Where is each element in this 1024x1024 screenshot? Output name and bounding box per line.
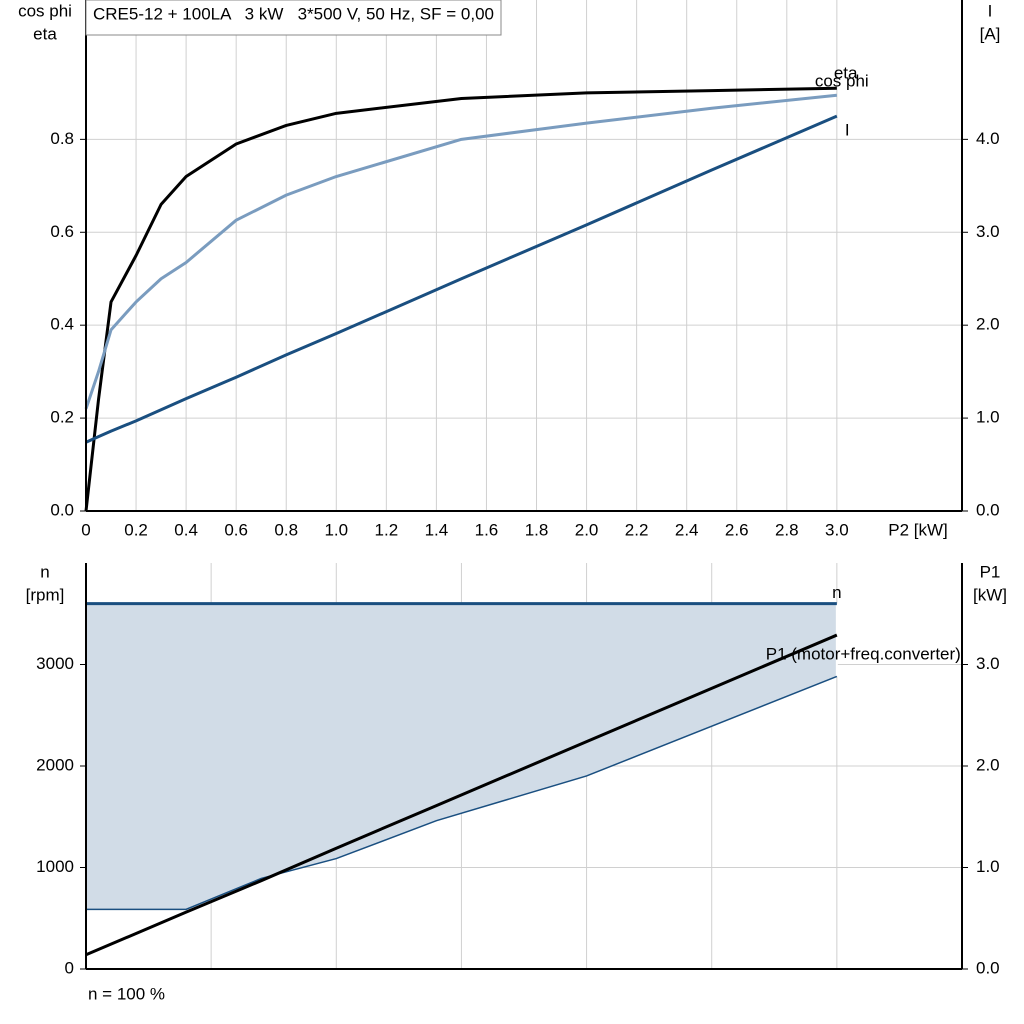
y-tick-label: 0.2 xyxy=(50,408,74,427)
x-tick-label: 0.8 xyxy=(274,520,298,539)
y-tick-label: 2000 xyxy=(36,755,74,774)
x-tick-label: 1.2 xyxy=(375,520,399,539)
x-tick-label: 1.0 xyxy=(324,520,348,539)
y-tick-label: 0.4 xyxy=(50,315,74,334)
y2-tick-label: 2.0 xyxy=(976,315,1000,334)
series-line xyxy=(85,633,838,957)
y-tick-label: 0.0 xyxy=(50,500,74,519)
series-label: P1 (motor+freq.converter) xyxy=(766,645,961,664)
y2-axis-label: P1 xyxy=(980,562,1001,581)
y2-axis-label: [kW] xyxy=(973,585,1007,604)
y-tick-label: 0.8 xyxy=(50,129,74,148)
y-tick-label: 0.6 xyxy=(50,222,74,241)
x-tick-label: 0.2 xyxy=(124,520,148,539)
y2-tick-label: 1.0 xyxy=(976,408,1000,427)
y2-tick-label: 3.0 xyxy=(976,222,1000,241)
series-label: I xyxy=(845,121,850,140)
x-axis-label: P2 [kW] xyxy=(888,520,948,539)
y-axis-label: [rpm] xyxy=(26,585,65,604)
x-tick-label: 2.4 xyxy=(675,520,699,539)
series-line xyxy=(84,86,837,512)
x-tick-label: 1.8 xyxy=(525,520,549,539)
y-axis-label: eta xyxy=(33,24,57,43)
x-tick-label: 2.6 xyxy=(725,520,749,539)
series-label: eta xyxy=(834,64,858,83)
y2-axis-label: [A] xyxy=(980,24,1001,43)
y2-tick-label: 0.0 xyxy=(976,500,1000,519)
x-tick-label: 1.6 xyxy=(475,520,499,539)
y-tick-label: 1000 xyxy=(36,857,74,876)
series-line xyxy=(84,93,838,410)
range-lower-line xyxy=(86,675,838,911)
range-fill xyxy=(86,603,837,910)
annotation: n = 100 % xyxy=(88,984,165,1003)
x-tick-label: 0 xyxy=(81,520,90,539)
x-tick-label: 2.2 xyxy=(625,520,649,539)
y-tick-label: 0 xyxy=(65,958,74,977)
x-tick-label: 0.6 xyxy=(224,520,248,539)
title-box xyxy=(85,0,502,36)
x-tick-label: 0.4 xyxy=(174,520,198,539)
y2-tick-label: 3.0 xyxy=(976,654,1000,673)
y2-axis-label: I xyxy=(988,1,993,20)
y2-tick-label: 0.0 xyxy=(976,958,1000,977)
x-tick-label: 3.0 xyxy=(825,520,849,539)
x-tick-label: 1.4 xyxy=(425,520,449,539)
y2-tick-label: 1.0 xyxy=(976,857,1000,876)
series-label: cos phi xyxy=(815,72,869,91)
chart-title: CRE5-12 + 100LA 3 kW 3*500 V, 50 Hz, SF … xyxy=(93,4,494,23)
series-label: n xyxy=(832,583,841,602)
y2-tick-label: 4.0 xyxy=(976,129,1000,148)
x-tick-label: 2.0 xyxy=(575,520,599,539)
x-tick-label: 2.8 xyxy=(775,520,799,539)
y-axis-label: n xyxy=(40,562,49,581)
y-axis-label: cos phi xyxy=(18,1,72,20)
series-line xyxy=(85,114,838,444)
y2-tick-label: 2.0 xyxy=(976,755,1000,774)
y-tick-label: 3000 xyxy=(36,654,74,673)
